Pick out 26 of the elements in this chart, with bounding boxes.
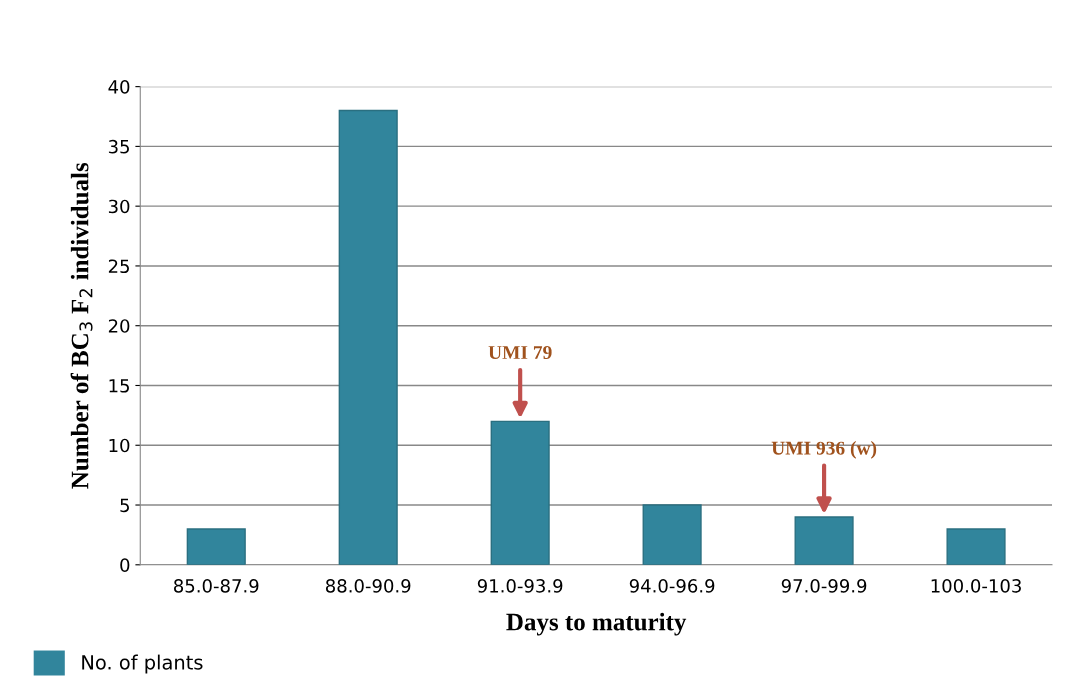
annotation: UMI 79 — [488, 345, 552, 360]
x-tick-label: 85.0-87.9 — [174, 579, 259, 593]
x-tick-label: 100.0-103 — [931, 579, 1021, 593]
y-tick-label: 15 — [109, 379, 129, 393]
bar — [338, 109, 398, 565]
x-axis-title: Days to maturity — [506, 612, 687, 636]
bar — [490, 420, 550, 565]
y-tick-label: 20 — [108, 319, 130, 333]
y-tick-label: 25 — [108, 259, 129, 274]
y-tick-label: 40 — [108, 80, 130, 94]
bar — [794, 516, 854, 565]
x-tick-label: 88.0-90.9 — [325, 579, 411, 593]
legend-label: No. of plants — [82, 654, 203, 674]
y-tick-label: 0 — [120, 558, 130, 572]
y-tick-label: 35 — [108, 139, 129, 154]
x-tick-label: 91.0-93.9 — [477, 579, 563, 593]
y-axis-title: Number of BC$_{3}$ F$_{2}$ individuals — [70, 162, 93, 489]
bar — [946, 528, 1006, 565]
x-tick-label: 94.0-96.9 — [629, 579, 715, 593]
bar — [186, 528, 246, 565]
x-tick-label: 97.0-99.9 — [781, 579, 867, 593]
y-tick-label: 30 — [108, 199, 130, 214]
y-tick-label: 10 — [109, 438, 130, 453]
bar — [642, 504, 702, 565]
y-tick-label: 5 — [120, 498, 129, 513]
annotation: UMI 936 (w) — [771, 441, 877, 459]
